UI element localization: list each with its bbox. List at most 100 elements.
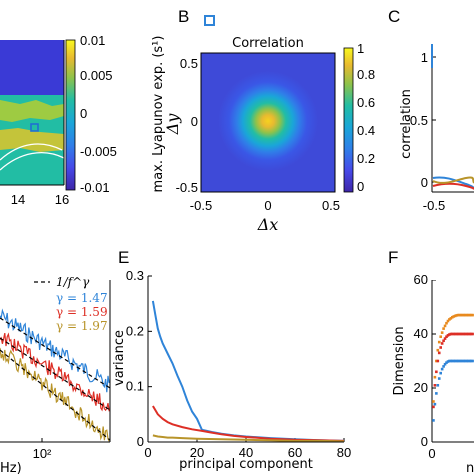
panel-f-point-red (461, 332, 464, 336)
panel-f-point-blue (458, 359, 461, 363)
panel-a-xtick-16: 16 (55, 192, 69, 207)
panel-b-colorbar-tick: 0 (357, 179, 364, 194)
panel-e-ytick-label: 0.3 (126, 268, 144, 283)
panel-f-point-red (462, 332, 466, 336)
panel-f-point-red (442, 339, 445, 343)
panel-e-xtick-label: 60 (288, 445, 302, 460)
panel-f-point-red (466, 332, 470, 336)
panel-f-point-blue (469, 359, 473, 363)
panel-f-point-blue (465, 359, 469, 363)
panel-f-point-blue (448, 359, 451, 363)
panel-f-point-orange (435, 359, 438, 363)
panel-label-e: E (118, 248, 129, 267)
panel-f-point-blue (451, 359, 454, 363)
panel-f-point-blue (455, 359, 458, 363)
panel-b-colorbar-tick: 0.6 (357, 95, 375, 110)
panel-f-xtick: 0 (428, 446, 435, 461)
panel-d-spectrum-blue (0, 308, 110, 393)
panel-f-ytick-label: 60 (414, 272, 428, 287)
panel-f-plot-area (432, 280, 474, 443)
panel-a-colorbar-tick: -0.01 (80, 180, 110, 195)
panel-f-ylabel: Dimension (392, 326, 407, 395)
panel-f-point-orange (437, 340, 441, 344)
panel-d-legend-3: γ = 1.59 (56, 305, 108, 319)
panel-f-point-red (440, 342, 444, 345)
panel-f-point-blue (461, 359, 464, 363)
panel-e: E 0.3 0.2 0.1 00 20 40 60 80 variance principal… (112, 248, 351, 472)
panel-c: C 1 0.5 0 -0.5 correlation (388, 7, 474, 213)
panel-f-point-red (471, 332, 474, 336)
panel-f-point-orange (443, 324, 447, 328)
panel-a-selection-marker (30, 123, 39, 132)
panel-f-point-orange (462, 313, 466, 317)
panel-f-point-red (436, 359, 440, 363)
panel-a-xtick-14: 14 (11, 192, 25, 207)
panel-b-xlabel: Δx (257, 215, 279, 234)
panel-f-point-red (456, 332, 460, 336)
panel-a-colorbar-tick: -0.005 (80, 144, 117, 159)
panel-b-ytick: 0 (191, 114, 198, 129)
panel-a-colorbar-tick: 0 (80, 106, 87, 121)
panel-f-point-blue (439, 371, 442, 375)
panel-b-colorbar-tick: 0.4 (357, 123, 375, 138)
panel-e-series-gold (152, 434, 345, 443)
panel-b-xtick: 0 (264, 198, 271, 213)
panel-b-colorbar-tick: 0.8 (357, 67, 375, 82)
panel-f-point-blue (459, 359, 463, 363)
panel-a-colorbar (66, 40, 75, 190)
panel-f-point-red (452, 332, 456, 336)
panel-f-point-red (449, 332, 453, 336)
panel-e-xtick-label: 80 (337, 445, 351, 460)
panel-f-point-blue (445, 361, 448, 364)
panel-a-heatmap-region-yellow (0, 128, 64, 152)
panel-c-ytick: 1 (421, 50, 428, 65)
panel-f-point-red (439, 346, 442, 349)
panel-d-spectrum-red (0, 332, 110, 412)
panel-c-line-gold (432, 176, 474, 184)
panel-f-point-orange (458, 313, 461, 317)
panel-d-legend-1: 1/f^γ (56, 275, 90, 289)
panel-e-xtick-label: 0 (144, 445, 151, 460)
panel-d-fit-gold (0, 349, 110, 441)
panel-c-ylabel: correlation (399, 89, 414, 159)
panel-e-ytick-label: 0.1 (126, 379, 144, 394)
panel-f-point-orange (455, 314, 458, 317)
panel-f-point-orange (459, 313, 463, 317)
panel-c-line-red (432, 182, 474, 190)
panel-a-colorbar-label: max. Lyapunov exp. (s¹) (151, 36, 166, 193)
panel-c-ytick: 0 (421, 175, 428, 190)
panel-b-xtick: 0.5 (322, 198, 340, 213)
panel-a-heatmap-region-green (0, 100, 64, 122)
panel-f-point-orange (432, 400, 435, 403)
panel-f-point-red (464, 332, 467, 336)
panel-f-point-orange (461, 313, 464, 317)
panel-f-ytick-label: 40 (414, 326, 428, 341)
panel-f-point-orange (442, 327, 445, 330)
panel-f-point-red (446, 334, 450, 337)
panel-b-ytick: -0.5 (176, 180, 198, 195)
panel-f-point-orange (464, 313, 467, 317)
panel-f-point-blue (442, 365, 445, 368)
panel-f-point-blue (440, 367, 444, 371)
panel-f-point-red (432, 405, 435, 409)
panel-f-ytick-label: 0 (421, 434, 428, 449)
panel-f-point-red (465, 332, 469, 336)
panel-f-point-red (433, 384, 437, 387)
panel-e-ytick-label: 0 (137, 434, 144, 449)
panel-f-point-blue (468, 359, 471, 363)
panel-c-xtick: -0.5 (423, 198, 445, 213)
panel-f-point-blue (466, 359, 470, 363)
panel-f-xlabel-fragment: n (466, 461, 474, 474)
panel-b-location-marker (204, 15, 215, 26)
panel-f-point-orange (456, 313, 460, 317)
panel-e-series-blue (151, 300, 345, 442)
panel-f-point-blue (464, 359, 467, 363)
panel-b-correlation-peak (218, 71, 318, 171)
panel-f-point-orange (466, 313, 470, 317)
panel-f-point-orange (451, 315, 454, 319)
panel-a: 14 16 0.01 0.005 0 -0.005 -0.01 max. Lya… (0, 33, 166, 207)
panel-f-point-red (469, 332, 473, 336)
panel-a-colorbar-tick: 0.005 (80, 68, 113, 83)
panel-f-point-red (468, 332, 471, 336)
